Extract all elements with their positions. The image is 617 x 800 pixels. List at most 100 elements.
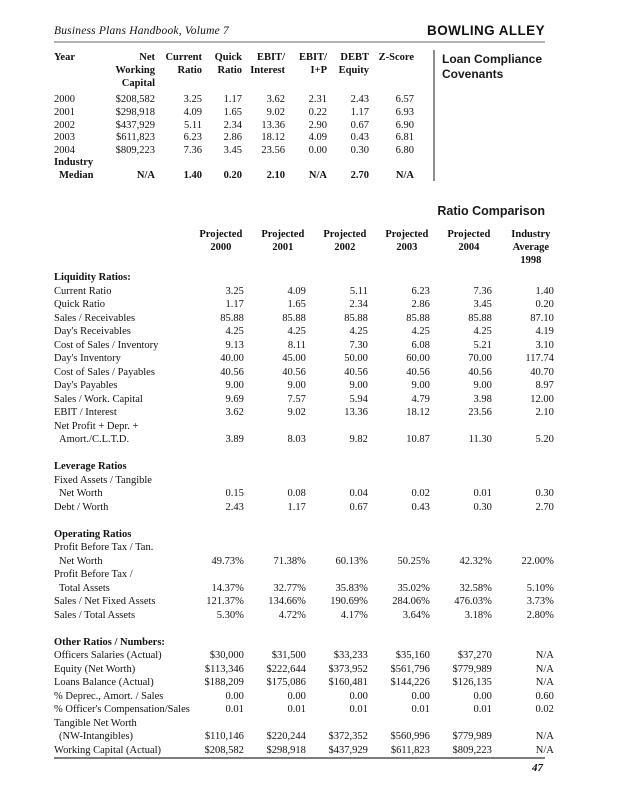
ratio-cell-value: 0.00 bbox=[411, 690, 430, 702]
column-header-line: 2002 bbox=[334, 242, 356, 253]
ratio-column-header: Projected 2001 bbox=[252, 228, 314, 271]
ratio-column-header: Projected 2002 bbox=[314, 228, 376, 271]
ratio-cell-value: $809,223 bbox=[452, 744, 492, 756]
covenant-cell-value: 2.10 bbox=[266, 169, 285, 181]
empty-cell bbox=[190, 271, 252, 285]
ratio-cell-value bbox=[252, 568, 314, 582]
ratio-table-row: Profit Before Tax / bbox=[54, 568, 562, 582]
covenant-cell-value: 2.43 bbox=[350, 94, 369, 106]
ratio-cell-value: $30,000 bbox=[209, 650, 244, 661]
ratio-cell-value: 284.06% bbox=[392, 596, 430, 607]
ratio-cell-value: 60.13% bbox=[335, 555, 368, 567]
covenant-cell-value: 1.17 bbox=[223, 94, 242, 106]
ratio-row-label: (NW-Intangibles) bbox=[59, 731, 134, 742]
covenant-cell-value: 6.23 bbox=[183, 132, 202, 144]
ratio-cell-value bbox=[376, 474, 438, 488]
ratio-cell-value: $35,160 bbox=[395, 650, 430, 661]
column-header-line: Z-Score bbox=[378, 52, 414, 63]
ratio-cell-value: 9.00 bbox=[287, 380, 306, 391]
ratio-cell-value: $437,929 bbox=[328, 744, 368, 756]
ratio-cell-value: 0.01 bbox=[411, 704, 430, 715]
column-header-line: Interest bbox=[250, 64, 285, 76]
covenant-cell-value bbox=[242, 157, 285, 170]
ratio-cell-value: 4.19 bbox=[535, 326, 554, 337]
ratio-cell-value: 87.10 bbox=[530, 312, 554, 324]
ratio-row-label: Quick Ratio bbox=[54, 299, 106, 310]
ratio-cell-value: 85.88 bbox=[344, 312, 368, 324]
ratio-row-label: Tangible Net Worth bbox=[54, 717, 137, 729]
ratio-row-label: Fixed Assets / Tangible bbox=[54, 474, 152, 486]
ratio-cell-value: 0.00 bbox=[473, 690, 492, 702]
empty-cell bbox=[438, 636, 500, 650]
ratio-table-row: EBIT / Interest 3.62 9.02 13.36 18.12 23.56 2.… bbox=[54, 406, 562, 420]
covenant-column-header: DEBT Equity bbox=[327, 52, 369, 94]
ratio-cell-value bbox=[438, 474, 500, 488]
ratio-cell-value: N/A bbox=[535, 663, 554, 675]
ratio-cell-value: 6.23 bbox=[411, 285, 430, 297]
covenant-cell-value: 13.36 bbox=[261, 119, 285, 131]
ratio-cell-value: 9.00 bbox=[473, 380, 492, 391]
ratio-cell-value: 0.60 bbox=[535, 690, 554, 702]
covenant-cell-value: 9.02 bbox=[266, 106, 285, 118]
ratio-table-row: Cost of Sales / Inventory 9.13 8.11 7.30 6.0… bbox=[54, 339, 562, 353]
covenant-cell-value: 0.00 bbox=[308, 144, 327, 156]
ratio-cell-value: 4.17% bbox=[340, 609, 368, 621]
ratio-row-label: % Deprec., Amort. / Sales bbox=[54, 690, 164, 702]
ratio-cell-value: 0.30 bbox=[535, 488, 554, 499]
ratio-cell-value bbox=[252, 420, 314, 434]
covenant-cell-value: 2.34 bbox=[223, 119, 242, 131]
ratio-row-label: Current Ratio bbox=[54, 285, 112, 297]
ratio-table-row: Sales / Total Assets 5.30% 4.72% 4.17% 3.64%… bbox=[54, 609, 562, 623]
ratio-cell-value: 9.13 bbox=[225, 339, 244, 351]
ratio-cell-value: $188,209 bbox=[204, 677, 244, 688]
ratio-cell-value: $31,500 bbox=[271, 650, 306, 661]
ratio-cell-value: 71.38% bbox=[273, 555, 306, 567]
covenant-cell-value bbox=[109, 157, 155, 170]
ratio-cell-value: 117.74 bbox=[525, 353, 554, 364]
ratio-cell-value: $144,226 bbox=[390, 677, 430, 688]
ratio-table-row: Officers Salaries (Actual) $30,000 $31,500… bbox=[54, 649, 562, 663]
column-header-line: 1998 bbox=[520, 255, 542, 266]
ratio-cell-value: $175,086 bbox=[266, 677, 306, 688]
section-title-row: Other Ratios / Numbers: bbox=[54, 636, 562, 650]
ratio-cell-value: 10.87 bbox=[406, 434, 430, 445]
ratio-row-label: Net Profit + Depr. + bbox=[54, 420, 139, 432]
ratio-cell-value: 5.20 bbox=[535, 434, 554, 445]
ratio-cell-value bbox=[190, 568, 252, 582]
ratio-cell-value: 0.01 bbox=[349, 704, 368, 715]
ratio-cell-value: 3.18% bbox=[464, 609, 492, 621]
ratio-cell-value: 4.25 bbox=[473, 326, 492, 337]
covenant-cell-value: $298,918 bbox=[115, 106, 155, 118]
covenant-cell-value: 1.40 bbox=[183, 169, 202, 181]
covenant-cell-value bbox=[369, 157, 414, 170]
ratio-cell-value bbox=[376, 717, 438, 731]
covenant-cell-value: 2.31 bbox=[308, 94, 327, 106]
covenant-cell-value: $611,823 bbox=[116, 132, 155, 144]
covenant-cell-value: N/A bbox=[136, 169, 155, 181]
section-spacer-cell bbox=[54, 622, 562, 636]
column-header-line: Ratio bbox=[177, 64, 203, 76]
ratio-cell-value: 13.36 bbox=[344, 407, 368, 418]
ratio-cell-value: 40.56 bbox=[468, 366, 492, 378]
ratio-cell-value: 2.43 bbox=[225, 501, 244, 513]
ratio-cell-value bbox=[500, 717, 562, 731]
ratio-cell-value: $298,918 bbox=[266, 744, 306, 756]
covenant-table-body: 2000 $208,582 3.25 1.17 3.62 2.31 2.43 6.57 2001… bbox=[54, 94, 414, 182]
covenant-column-header: Z-Score bbox=[369, 52, 414, 94]
empty-cell bbox=[376, 271, 438, 285]
ratio-cell-value bbox=[252, 541, 314, 555]
ratio-cell-value: 9.82 bbox=[349, 434, 368, 445]
column-header-line: EBIT/ bbox=[256, 52, 285, 63]
column-header-line: Quick bbox=[214, 52, 242, 63]
section-title: Leverage Ratios bbox=[54, 461, 127, 472]
ratio-cell-value bbox=[438, 717, 500, 731]
ratio-cell-value: N/A bbox=[535, 677, 554, 688]
empty-cell bbox=[500, 528, 562, 542]
covenant-table-row: 2004 $809,223 7.36 3.45 23.56 0.00 0.30 6.80 bbox=[54, 145, 414, 158]
ratio-cell-value: 3.64% bbox=[402, 609, 430, 621]
ratio-cell-value: 0.20 bbox=[535, 299, 554, 310]
ratio-cell-value bbox=[500, 420, 562, 434]
covenant-cell-value: 1.65 bbox=[223, 106, 242, 118]
covenant-cell-value: 0.20 bbox=[223, 169, 242, 181]
section-title-row: Liquidity Ratios: bbox=[54, 271, 562, 285]
